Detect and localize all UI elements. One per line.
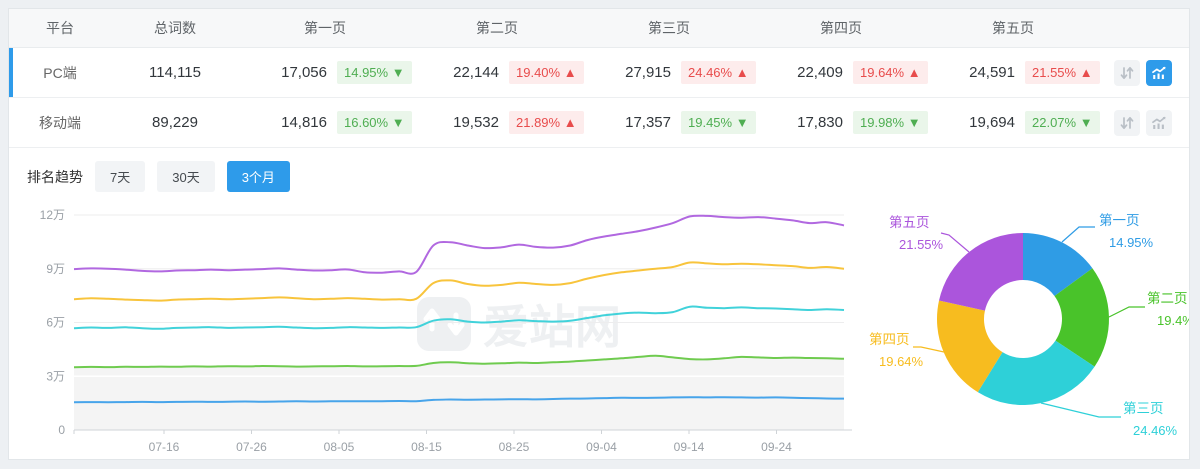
svg-text:09-04: 09-04 [586,440,617,454]
page2-count: 22,144 [453,64,499,81]
donut-callout-page4: 第四页 19.64% [869,331,945,369]
svg-text:第二页: 第二页 [1147,290,1188,306]
page5-count: 19,694 [969,114,1015,131]
page2-change-badge: 21.89% ▲ [509,111,584,134]
page4-count: 22,409 [797,64,843,81]
svg-text:09-14: 09-14 [674,440,705,454]
svg-text:9万: 9万 [46,262,65,276]
table-row-pc[interactable]: PC端 114,115 17,056 14.95% ▼ 22,144 19.40… [9,48,1189,98]
x-axis-labels: 07-16 07-26 08-05 08-15 08-25 09-04 09-1… [149,440,793,454]
page1-count: 17,056 [281,64,327,81]
line-chart-icon [1152,116,1166,129]
page4-count: 17,830 [797,114,843,131]
page3-change-badge: 24.46% ▲ [681,61,756,84]
trend-title: 排名趋势 [27,168,83,185]
svg-text:24.46%: 24.46% [1133,423,1178,438]
svg-text:0: 0 [58,423,65,437]
svg-text:19.64%: 19.64% [879,354,924,369]
donut-callout-page1: 第一页 14.95% [1061,212,1154,250]
dashboard-panel: 平台 总词数 第一页 第二页 第三页 第四页 第五页 PC端 114,115 1… [8,8,1190,460]
svg-text:08-25: 08-25 [499,440,530,454]
svg-text:12万: 12万 [40,208,65,222]
page5-change-badge: 21.55% ▲ [1025,61,1100,84]
header-page-5: 第五页 [992,20,1034,36]
total-words-value: 89,229 [152,114,198,131]
svg-text:19.4%: 19.4% [1157,313,1189,328]
watermark-text: 爱站网 [483,301,621,353]
keyword-rank-table: 平台 总词数 第一页 第二页 第三页 第四页 第五页 PC端 114,115 1… [9,9,1189,148]
tab-3-months[interactable]: 3个月 [226,161,290,192]
total-words-value: 114,115 [149,64,201,81]
page2-count: 19,532 [453,114,499,131]
page4-change-badge: 19.98% ▼ [853,111,928,134]
area-fill-layer [74,355,844,430]
header-page-3: 第三页 [648,20,690,36]
page3-count: 17,357 [625,114,671,131]
header-platform: 平台 [46,20,74,36]
page1-count: 14,816 [281,114,327,131]
header-page-2: 第二页 [476,20,518,36]
page3-count: 27,915 [625,64,671,81]
watermark-logo: 爱站网 [417,297,621,353]
donut-callout-page5: 第五页 21.55% [889,214,970,253]
page3-change-badge: 19.45% ▼ [681,111,756,134]
series-lines-layer [73,214,845,404]
page-distribution-donut-chart: 第一页 14.95% 第二页 19.4% 第三页 24.46% 第四页 19.6… [869,212,1189,438]
svg-text:08-05: 08-05 [324,440,355,454]
page4-change-badge: 19.64% ▲ [853,61,928,84]
header-page-1: 第一页 [304,20,346,36]
svg-text:09-24: 09-24 [761,440,792,454]
donut-slices[interactable] [937,233,1109,405]
tab-7-days[interactable]: 7天 [95,161,146,192]
svg-text:第四页: 第四页 [869,331,910,347]
platform-label: 移动端 [39,114,81,131]
page2-change-badge: 19.40% ▲ [509,61,584,84]
up-down-arrows-icon [1120,116,1134,129]
show-trend-chart-button[interactable] [1146,59,1172,86]
y-axis-labels: 12万 9万 6万 3万 0 [40,208,66,437]
table-header-row: 平台 总词数 第一页 第二页 第三页 第四页 第五页 [9,9,1189,48]
donut-callout-page2: 第二页 19.4% [1108,290,1189,328]
charts-area: 爱站网 [9,201,1189,463]
line-chart-icon [1152,66,1166,79]
table-row-mobile[interactable]: 移动端 89,229 14,816 16.60% ▼ 19,532 21.89%… [9,98,1189,148]
donut-callout-page3: 第三页 24.46% [1040,400,1178,438]
svg-text:3万: 3万 [46,369,65,383]
x-tick-marks [73,430,777,434]
sort-updown-button[interactable] [1114,109,1140,136]
svg-text:第五页: 第五页 [889,214,930,230]
show-trend-chart-button[interactable] [1146,109,1172,136]
page5-change-badge: 22.07% ▼ [1025,111,1100,134]
sort-updown-button[interactable] [1114,59,1140,86]
svg-text:第三页: 第三页 [1123,400,1164,416]
trend-section-header: 排名趋势 7天 30天 3个月 [9,148,1189,201]
page5-count: 24,591 [969,64,1015,81]
svg-text:第一页: 第一页 [1099,212,1140,228]
svg-text:21.55%: 21.55% [899,237,944,252]
up-down-arrows-icon [1120,66,1134,79]
header-total-words: 总词数 [154,20,196,36]
svg-text:6万: 6万 [46,316,65,330]
page1-change-badge: 16.60% ▼ [337,111,412,134]
svg-text:07-26: 07-26 [236,440,267,454]
tab-30-days[interactable]: 30天 [157,161,215,192]
svg-text:08-15: 08-15 [411,440,442,454]
platform-label: PC端 [43,64,77,81]
svg-text:07-16: 07-16 [149,440,180,454]
header-page-4: 第四页 [820,20,862,36]
trend-line-chart: 爱站网 [40,208,852,454]
svg-text:14.95%: 14.95% [1109,235,1154,250]
page1-change-badge: 14.95% ▼ [337,61,412,84]
